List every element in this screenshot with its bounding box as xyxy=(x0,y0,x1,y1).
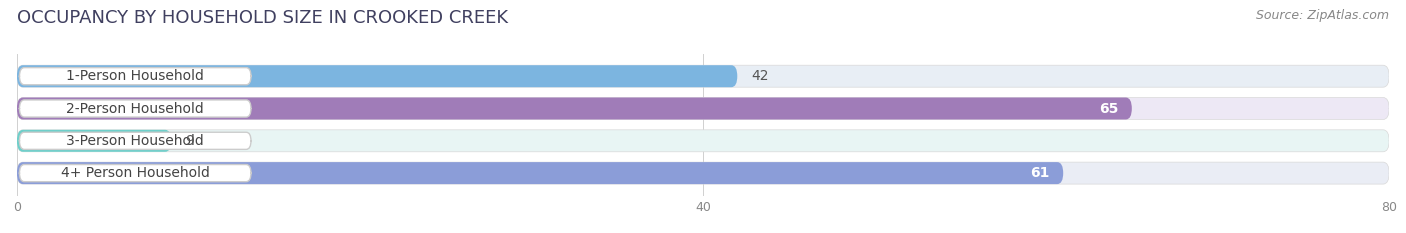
FancyBboxPatch shape xyxy=(20,132,252,149)
Text: OCCUPANCY BY HOUSEHOLD SIZE IN CROOKED CREEK: OCCUPANCY BY HOUSEHOLD SIZE IN CROOKED C… xyxy=(17,9,508,27)
Text: 61: 61 xyxy=(1031,166,1049,180)
Text: 4+ Person Household: 4+ Person Household xyxy=(60,166,209,180)
FancyBboxPatch shape xyxy=(17,162,1063,184)
FancyBboxPatch shape xyxy=(17,162,1389,184)
FancyBboxPatch shape xyxy=(17,130,1389,152)
Text: 9: 9 xyxy=(186,134,194,148)
FancyBboxPatch shape xyxy=(17,98,1132,120)
Text: 2-Person Household: 2-Person Household xyxy=(66,102,204,116)
Text: Source: ZipAtlas.com: Source: ZipAtlas.com xyxy=(1256,9,1389,22)
Text: 1-Person Household: 1-Person Household xyxy=(66,69,204,83)
Text: 65: 65 xyxy=(1098,102,1118,116)
FancyBboxPatch shape xyxy=(20,164,252,182)
FancyBboxPatch shape xyxy=(17,65,737,87)
Text: 42: 42 xyxy=(751,69,769,83)
FancyBboxPatch shape xyxy=(17,65,1389,87)
FancyBboxPatch shape xyxy=(17,130,172,152)
Text: 3-Person Household: 3-Person Household xyxy=(66,134,204,148)
FancyBboxPatch shape xyxy=(20,68,252,85)
FancyBboxPatch shape xyxy=(20,100,252,117)
FancyBboxPatch shape xyxy=(17,98,1389,120)
